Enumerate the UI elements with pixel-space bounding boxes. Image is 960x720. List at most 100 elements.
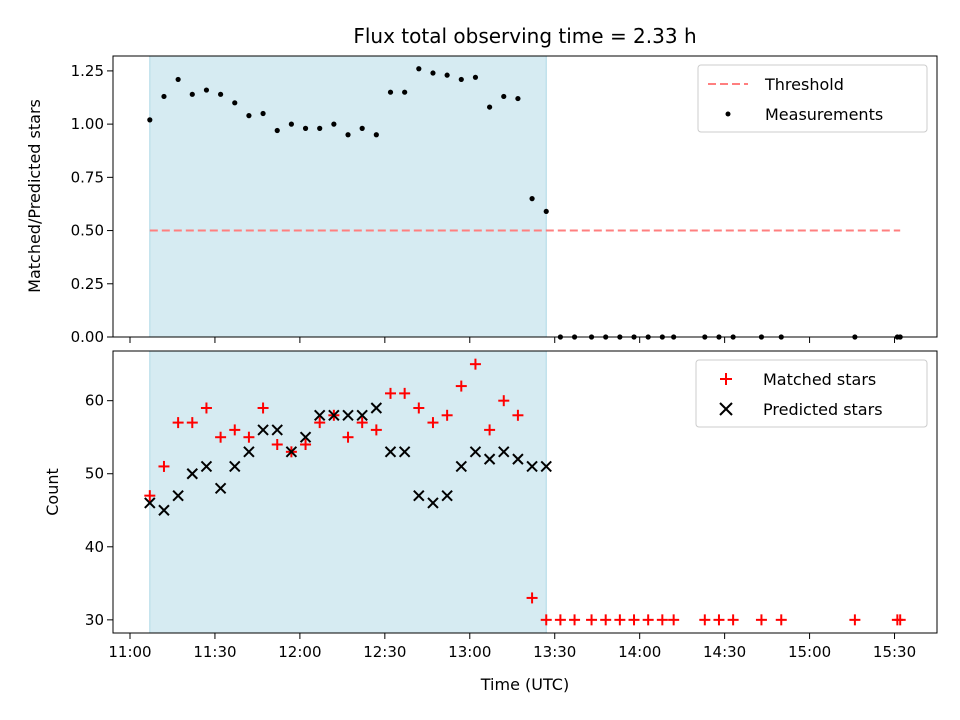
- matched-point: [512, 409, 524, 421]
- legend-measurements-label: Measurements: [765, 105, 883, 124]
- predicted-point: [172, 489, 184, 502]
- x-tick-label: 13:00: [448, 643, 491, 661]
- matched-point: [642, 614, 654, 626]
- matched-point: [271, 439, 283, 451]
- matched-point: [498, 395, 510, 407]
- predicted-point: [413, 489, 425, 502]
- top-panel: Flux total observing time = 2.33 h 0.00 0…: [25, 24, 938, 346]
- predicted-point: [299, 431, 312, 443]
- legend-measurements-swatch: [725, 111, 731, 117]
- measurement-point: [246, 113, 252, 119]
- bottom-legend-box: [695, 359, 928, 428]
- measurement-point: [402, 89, 408, 95]
- matched-point: [314, 417, 326, 429]
- matched-point: [713, 614, 725, 626]
- y-tick-label: 50: [85, 465, 104, 483]
- matched-point: [257, 402, 269, 414]
- matched-point: [554, 614, 566, 626]
- matched-point: [413, 402, 425, 414]
- legend-matched-label: Matched stars: [763, 370, 876, 389]
- predicted-point: [229, 460, 241, 473]
- measurement-point: [472, 74, 479, 80]
- predicted-stars-points: [144, 402, 552, 516]
- matched-point: [215, 431, 227, 443]
- measurement-point: [203, 87, 210, 93]
- measurement-point: [218, 91, 224, 97]
- predicted-point: [158, 504, 170, 516]
- matched-point: [243, 431, 255, 443]
- legend-threshold-label: Threshold: [764, 75, 844, 94]
- measurement-point: [232, 100, 238, 106]
- matched-point: [356, 417, 368, 429]
- chart-title: Flux total observing time = 2.33 h: [353, 24, 696, 48]
- measurement-point: [529, 196, 535, 202]
- predicted-point: [370, 402, 383, 414]
- matched-point: [186, 417, 198, 429]
- y-tick-label: 0.50: [71, 222, 104, 240]
- legend-matched-swatch: [720, 373, 732, 385]
- measurement-point: [274, 127, 280, 134]
- bottom-axes-frame: [112, 350, 938, 634]
- y-tick-label: 1.00: [71, 115, 104, 133]
- predicted-point: [328, 409, 340, 421]
- matched-point: [628, 614, 640, 626]
- measurement-point: [260, 110, 266, 117]
- predicted-point: [356, 409, 368, 421]
- predicted-point: [214, 482, 227, 495]
- matched-point: [300, 439, 312, 451]
- y-tick-label: 40: [85, 538, 104, 556]
- matched-stars-points: [144, 358, 906, 626]
- measurement-point: [430, 70, 436, 76]
- top-axes-frame: [112, 55, 938, 338]
- predicted-point: [441, 489, 453, 502]
- predicted-point: [384, 446, 397, 458]
- predicted-point: [144, 497, 156, 509]
- top-y-axis-label: Matched/Predicted stars: [25, 99, 44, 293]
- bottom-y-axis-label: Count: [43, 468, 62, 516]
- matched-point: [342, 431, 354, 443]
- y-tick-label: 1.25: [71, 62, 104, 80]
- matched-point: [849, 614, 861, 626]
- matched-point: [586, 614, 598, 626]
- matched-point: [699, 614, 711, 626]
- top-y-ticks: 0.00 0.25 0.50 0.75 1.00 1.25: [71, 62, 113, 346]
- predicted-point: [186, 468, 198, 480]
- matched-point: [668, 614, 680, 626]
- measurement-point: [444, 72, 450, 78]
- predicted-point: [469, 446, 482, 458]
- bottom-observing-window: [149, 350, 547, 634]
- x-tick-label: 12:00: [278, 643, 321, 661]
- measurement-point: [373, 132, 379, 138]
- matched-point: [370, 424, 382, 436]
- measurement-point: [387, 89, 394, 95]
- measurement-point: [331, 121, 337, 127]
- matched-point: [427, 417, 439, 429]
- y-tick-label: 60: [85, 392, 104, 410]
- measurement-point: [317, 125, 323, 131]
- matched-point: [540, 614, 552, 626]
- legend-predicted-swatch: [719, 402, 733, 416]
- x-tick-label: 14:00: [618, 643, 661, 661]
- predicted-point: [314, 409, 326, 421]
- measurement-point: [416, 66, 422, 72]
- x-tick-label: 14:30: [703, 643, 746, 661]
- matched-point: [775, 614, 787, 626]
- matched-point: [172, 417, 184, 429]
- matched-point: [600, 614, 612, 626]
- bottom-legend: Matched stars Predicted stars: [695, 359, 928, 428]
- top-x-ticks: [129, 337, 896, 343]
- predicted-point: [540, 460, 552, 473]
- measurement-point: [189, 91, 195, 97]
- x-tick-label: 12:30: [363, 643, 406, 661]
- measurement-point: [288, 121, 294, 127]
- matched-point: [727, 614, 739, 626]
- predicted-point: [271, 424, 283, 436]
- x-tick-label: 15:30: [873, 643, 916, 661]
- y-tick-label: 0.00: [71, 328, 104, 346]
- predicted-point: [342, 409, 354, 421]
- predicted-point: [398, 446, 411, 458]
- x-tick-label: 13:30: [533, 643, 576, 661]
- top-legend-box: [697, 64, 928, 133]
